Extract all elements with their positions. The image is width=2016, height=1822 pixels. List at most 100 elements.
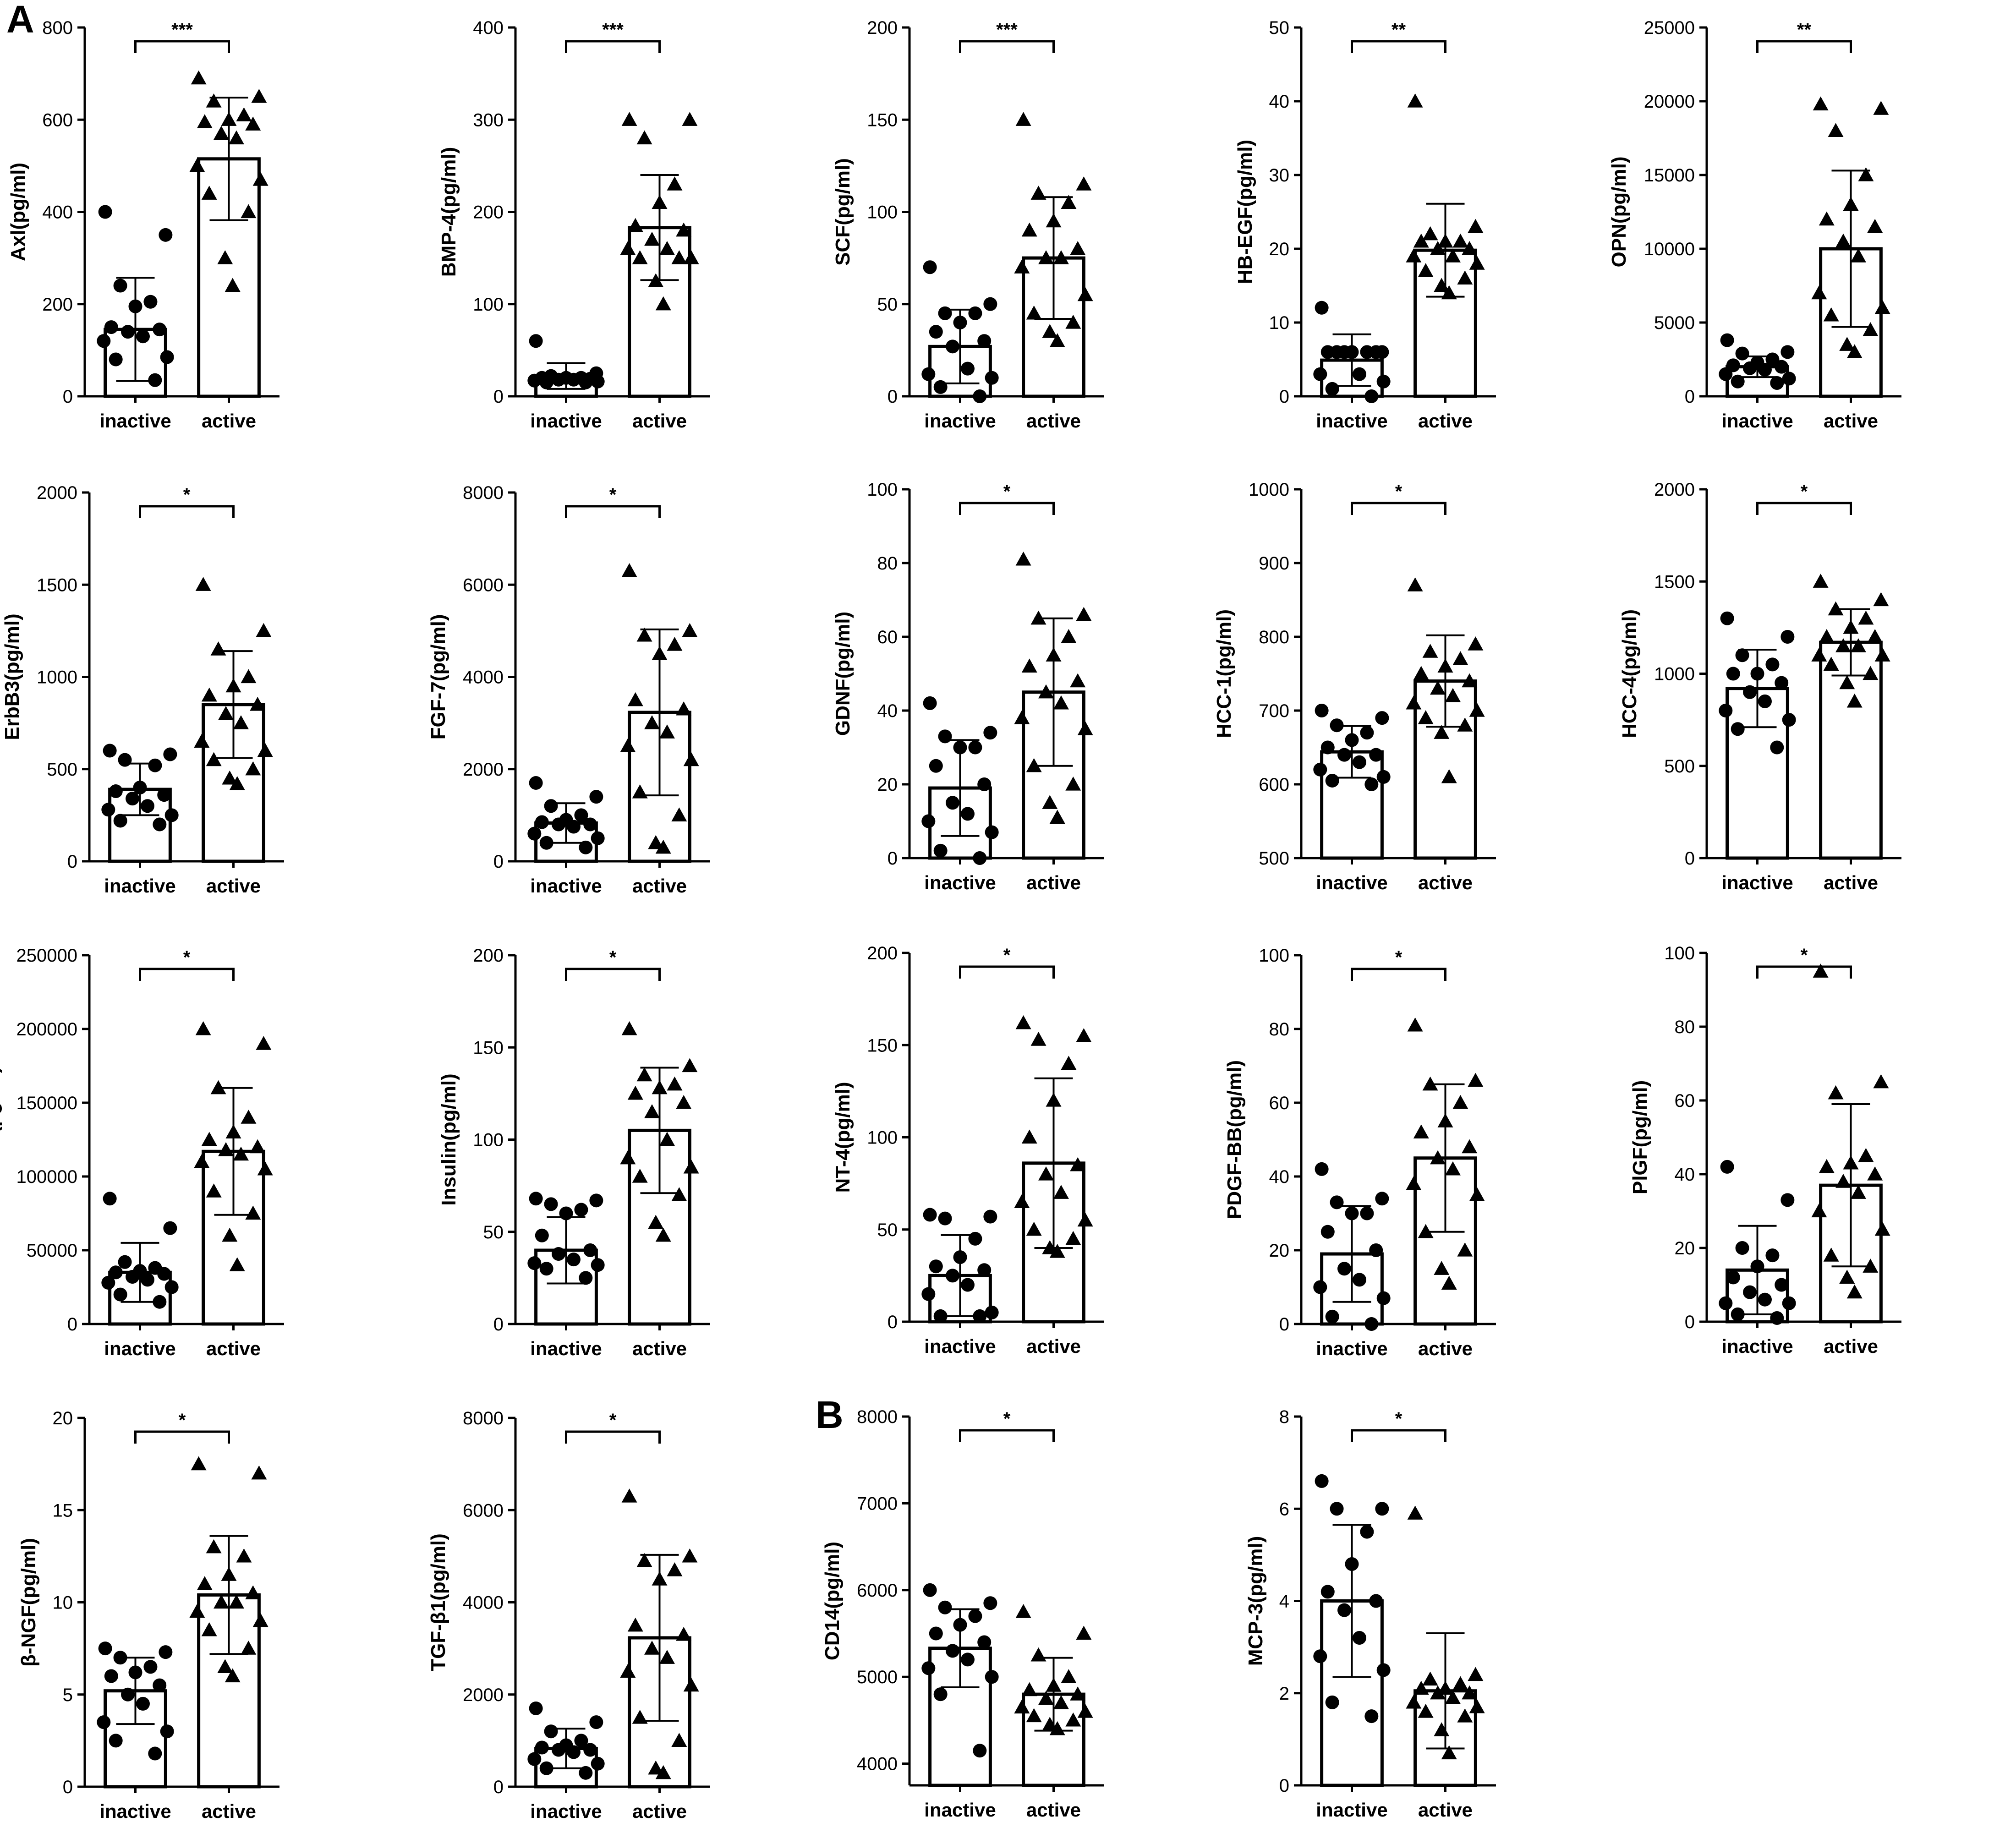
y-tick-label: 0 (1279, 1314, 1289, 1335)
y-axis-title: ErbB3(pg/ml) (1, 613, 23, 740)
data-point-inactive (566, 1745, 581, 1759)
data-point-active (1038, 1166, 1054, 1181)
y-tick-label: 2000 (463, 1685, 504, 1705)
data-point-inactive (929, 1259, 943, 1274)
data-point-inactive (1735, 346, 1749, 361)
data-point-inactive (977, 777, 992, 791)
data-point-inactive (1320, 345, 1335, 359)
data-point-active (632, 1710, 648, 1724)
data-point-inactive (1782, 372, 1796, 386)
data-point-active (1430, 1150, 1446, 1165)
data-point-inactive (1375, 1502, 1389, 1516)
data-point-active (1462, 1139, 1478, 1154)
significance-bracket (1351, 968, 1446, 981)
data-point-inactive (946, 796, 960, 810)
y-tick-label: 150000 (16, 1093, 77, 1113)
data-point-active (683, 250, 699, 264)
y-axis-title: Insulin(pg/ml) (438, 1073, 460, 1205)
data-point-active (655, 296, 671, 311)
significance-bracket (1351, 40, 1446, 53)
y-tick-label: 800 (1259, 627, 1289, 647)
y-tick-label: 30 (1269, 165, 1290, 186)
data-point-active (636, 1067, 652, 1082)
data-point-active (1076, 1625, 1092, 1640)
data-point-active (671, 250, 687, 264)
data-point-active (1437, 1680, 1453, 1695)
significance-bracket (134, 40, 230, 53)
data-point-inactive (1337, 1262, 1352, 1276)
chart-panel: 4000 5000 6000 7000 8000 CD14(pg/ml) inactive a… (821, 1407, 1104, 1821)
data-point-active (1422, 644, 1438, 658)
y-tick-label: 6 (1279, 1499, 1289, 1519)
data-point-active (1065, 1231, 1081, 1245)
data-point-inactive (574, 1734, 588, 1748)
data-point-active (1828, 123, 1844, 137)
data-point-active (233, 715, 249, 729)
y-tick-label: 6000 (463, 575, 504, 595)
data-point-inactive (566, 1253, 581, 1267)
y-tick-label: 10 (1269, 313, 1290, 333)
y-tick-label: 500 (1259, 848, 1289, 869)
data-point-active (1418, 1224, 1434, 1238)
data-point-active (1441, 1745, 1457, 1760)
data-point-active (1874, 1221, 1890, 1236)
significance-label: ** (1391, 20, 1406, 40)
significance-label: * (1395, 481, 1402, 502)
data-point-active (1407, 577, 1423, 591)
data-point-active (682, 112, 698, 126)
data-point-active (1811, 285, 1827, 300)
data-point-inactive (973, 389, 987, 403)
data-point-active (1015, 551, 1031, 566)
data-point-active (1418, 710, 1434, 724)
y-tick-label: 20 (877, 775, 898, 795)
data-point-active (644, 1104, 660, 1118)
significance-bracket (565, 505, 661, 518)
data-point-inactive (938, 729, 952, 744)
data-point-active (241, 1641, 257, 1655)
data-point-active (655, 839, 671, 854)
y-tick-label: 40 (1675, 1165, 1695, 1185)
data-point-active (1077, 287, 1093, 301)
data-point-inactive (938, 1600, 952, 1614)
data-point-active (241, 1110, 257, 1124)
data-point-active (1038, 684, 1054, 699)
data-point-active (1874, 647, 1890, 662)
data-point-active (659, 1132, 675, 1146)
data-point-active (1469, 703, 1485, 717)
data-point-inactive (1719, 367, 1733, 381)
data-point-inactive (1364, 1709, 1379, 1724)
data-point-active (659, 241, 675, 255)
data-point-active (1077, 1704, 1093, 1718)
data-point-active (1867, 219, 1883, 233)
x-tick-label: active (1418, 1338, 1473, 1359)
data-point-active (189, 1603, 205, 1618)
y-tick-label: 700 (1259, 701, 1289, 721)
data-point-inactive (929, 1626, 943, 1641)
y-tick-label: 0 (1685, 1312, 1695, 1332)
data-point-active (1046, 647, 1062, 662)
data-point-active (632, 1169, 648, 1183)
x-tick-label: active (202, 410, 256, 432)
y-tick-label: 60 (1269, 1093, 1290, 1113)
data-point-inactive (1775, 360, 1789, 374)
data-point-inactive (113, 279, 127, 293)
y-tick-label: 200 (867, 18, 898, 38)
significance-bracket (565, 40, 661, 53)
data-point-inactive (977, 1635, 992, 1649)
data-point-active (620, 241, 636, 255)
data-point-inactive (968, 306, 982, 320)
data-point-active (621, 112, 637, 126)
x-tick-label: inactive (99, 410, 171, 432)
data-point-inactive (1315, 704, 1329, 717)
data-point-active (1030, 1032, 1046, 1046)
data-point-active (636, 627, 652, 642)
data-point-active (252, 172, 268, 186)
data-point-inactive (544, 1197, 558, 1211)
y-tick-label: 800 (42, 18, 73, 38)
y-tick-label: 250000 (16, 946, 77, 966)
data-point-inactive (1369, 345, 1383, 359)
data-point-inactive (1313, 367, 1327, 381)
significance-bracket (1351, 502, 1446, 515)
data-point-active (1076, 607, 1092, 621)
